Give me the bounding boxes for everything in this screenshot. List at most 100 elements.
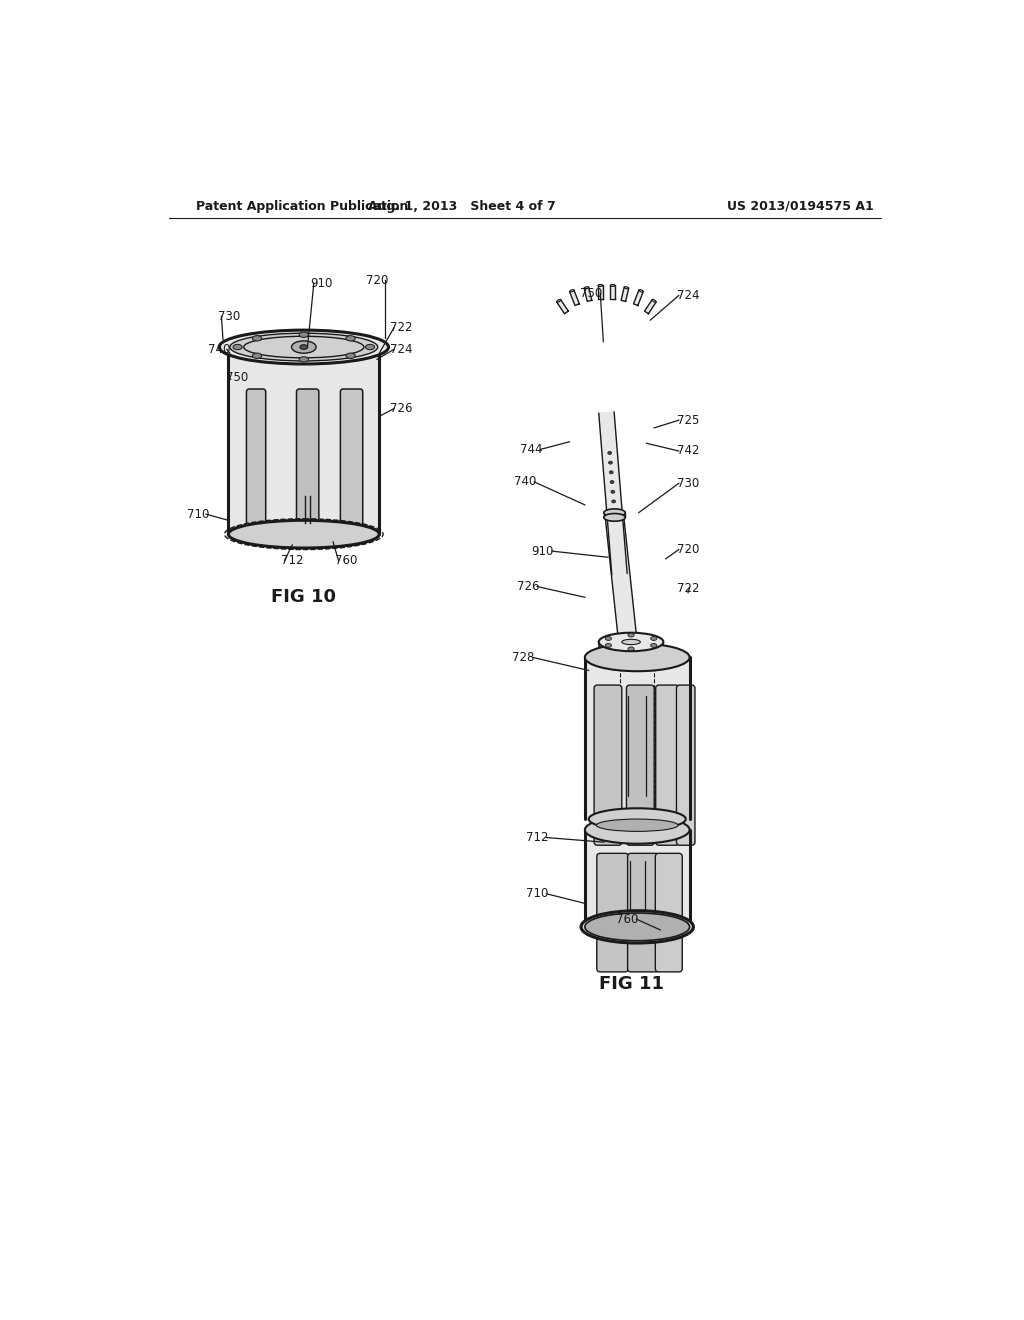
Ellipse shape (589, 808, 686, 830)
Ellipse shape (598, 285, 602, 286)
FancyBboxPatch shape (677, 685, 695, 845)
Text: 760: 760 (335, 554, 357, 566)
Text: 720: 720 (366, 273, 388, 286)
Ellipse shape (610, 285, 614, 286)
Ellipse shape (219, 330, 388, 364)
Text: US 2013/0194575 A1: US 2013/0194575 A1 (727, 199, 873, 213)
Text: 728: 728 (512, 651, 535, 664)
Ellipse shape (608, 461, 612, 465)
Ellipse shape (233, 345, 243, 350)
Ellipse shape (228, 333, 379, 360)
Ellipse shape (605, 636, 611, 640)
Ellipse shape (609, 471, 613, 474)
Text: 720: 720 (677, 543, 699, 556)
Text: 725: 725 (677, 413, 699, 426)
Text: 712: 712 (281, 554, 303, 566)
Ellipse shape (569, 289, 573, 292)
Text: 712: 712 (526, 832, 549, 843)
Ellipse shape (346, 335, 355, 341)
Polygon shape (585, 830, 689, 927)
FancyBboxPatch shape (247, 389, 265, 529)
Text: Patent Application Publication: Patent Application Publication (196, 199, 409, 213)
Text: 742: 742 (677, 445, 699, 458)
Text: 740: 740 (514, 475, 536, 488)
Text: FIG 10: FIG 10 (271, 589, 336, 606)
Ellipse shape (611, 500, 615, 503)
Ellipse shape (299, 333, 308, 338)
Ellipse shape (230, 333, 378, 360)
Text: 710: 710 (187, 508, 210, 520)
Polygon shape (610, 285, 614, 298)
Ellipse shape (652, 300, 656, 302)
Polygon shape (622, 288, 629, 301)
Polygon shape (584, 288, 592, 301)
FancyBboxPatch shape (628, 853, 659, 972)
FancyBboxPatch shape (297, 389, 318, 529)
Ellipse shape (366, 345, 375, 350)
Ellipse shape (610, 480, 614, 483)
Ellipse shape (604, 510, 626, 516)
Ellipse shape (608, 451, 611, 454)
Ellipse shape (252, 352, 261, 359)
Text: 744: 744 (520, 444, 543, 455)
Ellipse shape (628, 634, 634, 638)
Text: 730: 730 (218, 310, 241, 323)
Polygon shape (557, 300, 568, 314)
Polygon shape (605, 516, 636, 636)
Polygon shape (599, 642, 664, 657)
Polygon shape (599, 412, 627, 574)
Ellipse shape (585, 913, 689, 941)
Ellipse shape (596, 818, 678, 832)
Ellipse shape (625, 286, 629, 289)
Text: FIG 11: FIG 11 (599, 975, 664, 993)
Ellipse shape (604, 513, 626, 521)
Ellipse shape (292, 341, 316, 354)
Ellipse shape (585, 816, 689, 843)
Text: 750: 750 (225, 371, 248, 384)
Text: 722: 722 (390, 321, 413, 334)
Polygon shape (634, 290, 643, 305)
FancyBboxPatch shape (340, 389, 362, 529)
Text: 760: 760 (616, 912, 638, 925)
Ellipse shape (650, 636, 656, 640)
Text: Aug. 1, 2013   Sheet 4 of 7: Aug. 1, 2013 Sheet 4 of 7 (368, 199, 556, 213)
Text: 910: 910 (310, 277, 333, 289)
Text: 724: 724 (390, 343, 413, 356)
Ellipse shape (244, 337, 364, 358)
Text: 722: 722 (677, 582, 699, 594)
Polygon shape (598, 285, 602, 298)
Ellipse shape (346, 352, 355, 359)
Ellipse shape (557, 300, 561, 302)
Text: 910: 910 (531, 545, 554, 557)
Text: 726: 726 (517, 579, 539, 593)
FancyBboxPatch shape (594, 685, 622, 845)
Polygon shape (228, 347, 379, 535)
FancyBboxPatch shape (655, 685, 679, 845)
Text: 724: 724 (677, 289, 699, 302)
Ellipse shape (252, 335, 261, 341)
Text: 750: 750 (580, 286, 602, 300)
FancyBboxPatch shape (597, 853, 629, 972)
Ellipse shape (299, 356, 308, 362)
Text: 730: 730 (677, 477, 699, 490)
FancyBboxPatch shape (627, 685, 654, 845)
Ellipse shape (228, 520, 379, 548)
Text: 726: 726 (390, 403, 413, 416)
Ellipse shape (605, 644, 611, 647)
Ellipse shape (639, 289, 643, 292)
Polygon shape (569, 290, 580, 305)
Text: 710: 710 (526, 887, 548, 900)
Ellipse shape (581, 911, 693, 942)
Text: 740: 740 (208, 343, 230, 356)
FancyBboxPatch shape (655, 853, 682, 972)
Ellipse shape (622, 639, 640, 644)
Polygon shape (644, 300, 656, 314)
Ellipse shape (585, 644, 689, 671)
Ellipse shape (599, 632, 664, 651)
Ellipse shape (599, 648, 664, 667)
Ellipse shape (584, 286, 589, 289)
Polygon shape (585, 657, 689, 818)
Ellipse shape (611, 490, 614, 494)
Ellipse shape (628, 647, 634, 651)
Ellipse shape (300, 345, 307, 350)
